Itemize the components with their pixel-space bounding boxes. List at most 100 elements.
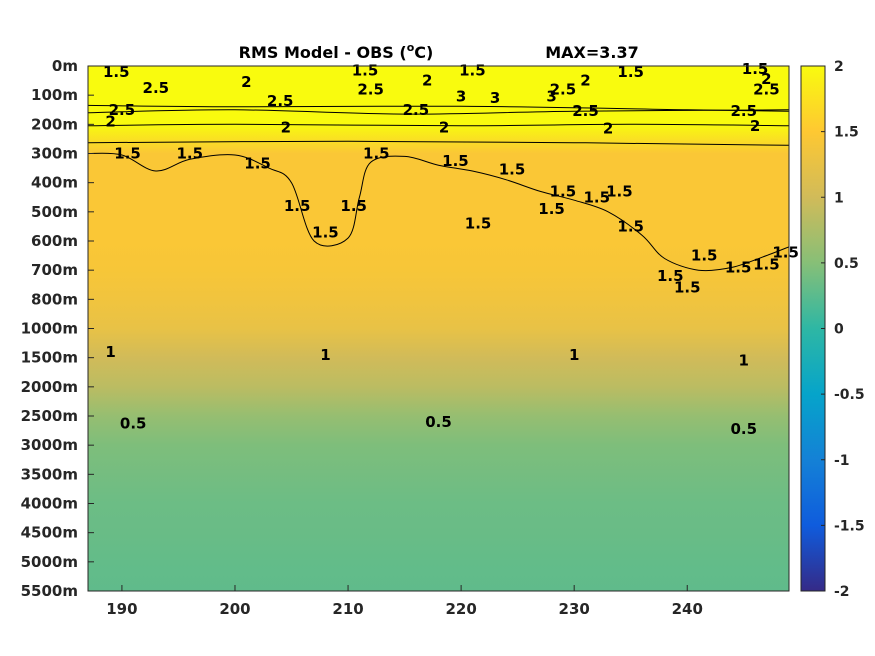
- y-tick-label: 1500m: [21, 349, 78, 367]
- contour-label: 3: [490, 89, 500, 107]
- chart-title: RMS Model - OBS (oC): [239, 41, 434, 62]
- contour-label: 1.5: [725, 258, 752, 276]
- contour-label: 1.5: [442, 152, 469, 170]
- y-tick-label: 2000m: [21, 378, 78, 396]
- contour-label: 1.5: [617, 63, 644, 81]
- contour-label: 2.5: [730, 102, 757, 120]
- plot-area: 1.52.5 21.522.51.53 3 32.5 2 1.5 1.522.52.522.…: [87, 60, 799, 592]
- colorbar-ticks: 2 1.5 1 0.5 0 -0.5 -1 -1.5 -2: [821, 59, 865, 600]
- y-tick-label: 1000m: [21, 320, 78, 338]
- y-tick-label: 100m: [31, 86, 78, 104]
- contour-label: 1.5: [753, 255, 780, 273]
- colorbar-tick-label: 2: [834, 59, 844, 75]
- contour-label: 2: [761, 70, 771, 88]
- contour-label: 2.5: [403, 101, 430, 119]
- contour-label: 2: [281, 118, 291, 136]
- colorbar-tick-label: 1.5: [834, 125, 859, 141]
- y-tick-label: 600m: [31, 232, 78, 250]
- contour-label: 1.5: [657, 267, 684, 285]
- contour-label: 0.5: [425, 413, 452, 431]
- contour-label: 1.5: [606, 182, 633, 200]
- contour-label: 2: [241, 73, 251, 91]
- y-tick-label: 4500m: [21, 524, 78, 542]
- contour-label: 2.5: [357, 80, 384, 98]
- contour-label: 2: [422, 72, 432, 90]
- contour-label: 1.5: [499, 161, 526, 179]
- contour-label: 2: [603, 120, 613, 138]
- contour-label: 1.5: [550, 182, 577, 200]
- colorbar-tick-label: 0: [834, 322, 844, 338]
- contour-label: 1: [569, 346, 579, 364]
- x-tick-label: 210: [332, 600, 363, 618]
- contour-label: 1.5: [363, 145, 390, 163]
- y-tick-label: 700m: [31, 261, 78, 279]
- y-tick-label: 300m: [31, 145, 78, 163]
- contour-label: 1.5: [617, 217, 644, 235]
- contour-line: [88, 123, 789, 127]
- colorbar-tick-label: -0.5: [834, 387, 865, 403]
- colorbar-tick-label: -2: [834, 584, 850, 600]
- contour-label: 1.5: [674, 279, 701, 297]
- contour-label: 1.5: [742, 60, 769, 78]
- contour-label: 1.5: [103, 63, 130, 81]
- contour-line: [88, 109, 789, 115]
- contour-label: 1.5: [176, 145, 203, 163]
- contour-label: 1.5: [538, 200, 565, 218]
- contour-label: 1.5: [244, 155, 271, 173]
- contour-label: 2.5: [143, 79, 170, 97]
- contour-line: [88, 152, 789, 272]
- colorbar: 2 1.5 1 0.5 0 -0.5 -1 -1.5 -2: [800, 59, 865, 600]
- contour-label: 2.5: [550, 80, 577, 98]
- x-tick-label: 200: [219, 600, 250, 618]
- y-tick-label: 0m: [52, 57, 78, 75]
- contour-label: 1.5: [772, 244, 799, 262]
- contour-label: 1: [105, 343, 115, 361]
- y-tick-label: 500m: [31, 203, 78, 221]
- y-tick-label: 5000m: [21, 553, 78, 571]
- contour-label: 1.5: [114, 145, 141, 163]
- contour-line: [88, 140, 789, 146]
- contour-label: 1: [739, 352, 749, 370]
- x-axis: 190 200 210 220 230 240: [106, 585, 703, 618]
- contour-label: 1.5: [312, 223, 339, 241]
- y-axis: 0m 100m 200m 300m 400m 500m 600m 700m 800m 1000m 1…: [21, 57, 94, 600]
- y-tick-label: 5500m: [21, 582, 78, 600]
- contour-label: 3: [546, 88, 556, 106]
- contour-label: 2.5: [572, 102, 599, 120]
- contour-label: 2: [439, 118, 449, 136]
- y-tick-label: 800m: [31, 290, 78, 308]
- contour-lines: [88, 104, 789, 272]
- contour-label: 2.5: [267, 92, 294, 110]
- colorbar-tick-label: 1: [834, 190, 844, 206]
- contour-label: 2: [580, 72, 590, 90]
- heatmap-field: [88, 66, 789, 591]
- y-tick-label: 2500m: [21, 407, 78, 425]
- colorbar-tick-label: -1.5: [834, 518, 865, 534]
- x-tick-label: 240: [672, 600, 703, 618]
- contour-label: 2: [105, 112, 115, 130]
- y-tick-label: 3000m: [21, 436, 78, 454]
- colorbar-tick-label: 0.5: [834, 256, 859, 272]
- y-tick-label: 400m: [31, 174, 78, 192]
- contour-label: 1.5: [284, 197, 311, 215]
- contour-label: 1.5: [691, 247, 718, 265]
- contour-label: 1.5: [465, 215, 492, 233]
- x-tick-label: 220: [445, 600, 476, 618]
- y-tick-label: 3500m: [21, 465, 78, 483]
- contour-label: 0.5: [730, 420, 757, 438]
- y-tick-label: 200m: [31, 115, 78, 133]
- y-tick-label: 4000m: [21, 495, 78, 513]
- colorbar-tick-label: -1: [834, 453, 850, 469]
- contour-label: 1.5: [340, 197, 367, 215]
- contour-label: 0.5: [120, 414, 147, 432]
- contour-label: 1.5: [459, 61, 486, 79]
- contour-label: 1.5: [352, 61, 379, 79]
- max-value-label: MAX=3.37: [545, 43, 639, 62]
- contour-label: 2.5: [753, 80, 780, 98]
- contour-label: 1.5: [584, 188, 611, 206]
- contour-label: 1: [320, 346, 330, 364]
- contour-label: 2.5: [109, 101, 136, 119]
- x-tick-label: 230: [559, 600, 590, 618]
- x-tick-label: 190: [106, 600, 137, 618]
